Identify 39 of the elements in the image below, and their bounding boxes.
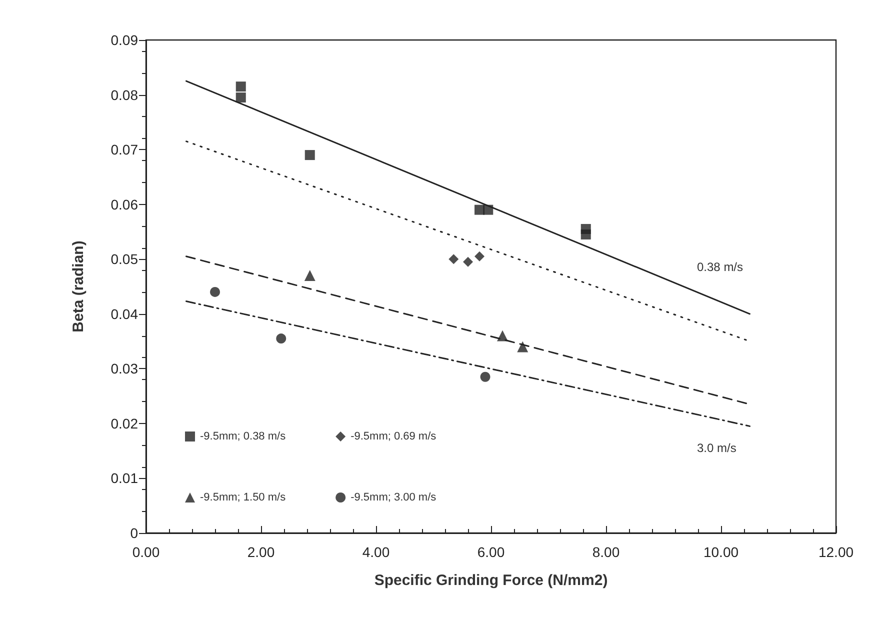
point — [517, 341, 528, 352]
y-tick-label: 0.03 — [110, 360, 138, 377]
point — [448, 254, 459, 264]
y-tick-label: 0.09 — [110, 32, 138, 48]
x-tick-label: 10.00 — [703, 544, 739, 560]
point — [236, 92, 246, 103]
y-tick-label: 0 — [130, 525, 138, 541]
point — [304, 150, 315, 160]
y-tick-label: 0.04 — [110, 306, 138, 322]
point — [480, 372, 490, 382]
legend-label: -9.5mm; 0.69 m/s — [350, 430, 437, 442]
x-tick-label: 12.00 — [818, 544, 854, 560]
x-tick-label: 4.00 — [362, 544, 390, 560]
annotation: 3.0 m/s — [697, 441, 736, 455]
legend-label: -9.5mm; 0.38 m/s — [200, 430, 286, 442]
point — [483, 204, 494, 215]
point — [463, 256, 473, 267]
y-tick-label: 0.01 — [110, 470, 138, 486]
x-axis-title: Specific Grinding Force (N/mm2) — [374, 572, 608, 589]
x-tick-label: 6.00 — [477, 544, 505, 560]
point — [236, 82, 246, 92]
point — [276, 334, 286, 344]
point — [210, 286, 220, 297]
x-tick-label: 2.00 — [247, 544, 275, 560]
x-tick-label: 0.00 — [132, 544, 160, 560]
y-tick-label: 0.07 — [110, 142, 138, 158]
point — [304, 270, 316, 282]
legend-label: -9.5mm; 1.50 m/s — [200, 492, 286, 504]
y-tick-label: 0.05 — [110, 251, 138, 268]
y-tick-label: 0.06 — [110, 196, 138, 212]
point — [497, 330, 508, 342]
point — [474, 251, 484, 262]
y-axis-title: Beta (radian) — [70, 240, 87, 332]
legend-label: -9.5mm; 3.00 m/s — [350, 492, 437, 504]
annotation: 0.38 m/s — [697, 260, 744, 274]
x-tick-label: 8.00 — [592, 544, 620, 560]
y-tick-label: 0.08 — [110, 86, 138, 103]
point — [580, 229, 591, 240]
y-tick-label: 0.02 — [110, 415, 138, 432]
